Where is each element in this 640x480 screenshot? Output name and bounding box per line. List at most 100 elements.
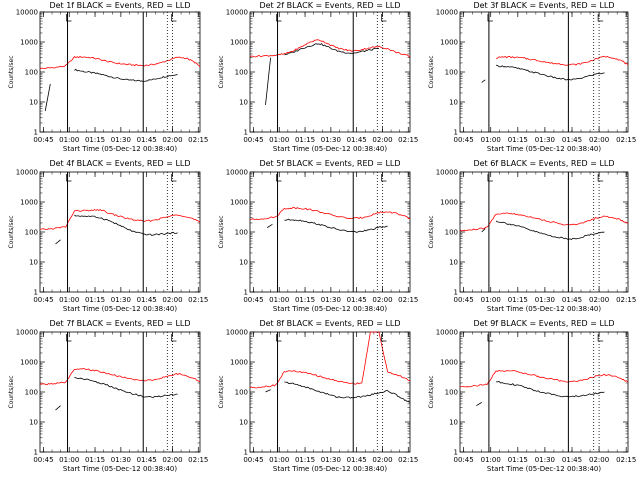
x-tick-label: 00:45	[33, 456, 53, 464]
x-tick-label: 01:15	[295, 136, 315, 144]
y-axis-label: Counts/sec	[218, 375, 225, 408]
series-line-lld	[496, 55, 629, 66]
x-axis-label: Start Time (05-Dec-12 00:38:40)	[487, 145, 601, 153]
panel-title: Det 8f BLACK = Events, RED = LLD	[259, 319, 400, 328]
x-tick-label: 01:30	[111, 456, 131, 464]
y-tick-label: 1000	[440, 359, 458, 367]
x-tick-label: 01:00	[59, 296, 79, 304]
y-tick-label: 1000	[230, 39, 248, 47]
x-tick-label: 01:00	[481, 296, 501, 304]
y-axis-label: Counts/sec	[218, 215, 225, 248]
y-tick-label: 10	[29, 259, 38, 267]
series-line-lld	[39, 209, 201, 231]
x-tick-label: 01:15	[508, 296, 528, 304]
x-tick-label: 01:30	[535, 296, 555, 304]
x-tick-label: 02:15	[188, 136, 208, 144]
x-axis-label: Start Time (05-Dec-12 00:38:40)	[487, 465, 601, 473]
early-events-trace	[265, 57, 271, 105]
y-axis-label: Counts/sec	[428, 55, 435, 88]
x-tick-label: 02:15	[398, 136, 418, 144]
x-tick-label: 01:00	[481, 136, 501, 144]
series-line-events	[74, 68, 178, 83]
y-tick-label: 10000	[436, 169, 458, 177]
end-flag-marker	[171, 174, 177, 182]
y-tick-label: 10000	[436, 9, 458, 17]
panel-title: Det 7f BLACK = Events, RED = LLD	[49, 319, 190, 328]
x-tick-label: 00:45	[454, 136, 474, 144]
start-flag-marker	[66, 174, 72, 182]
panel-7: Det 7f BLACK = Events, RED = LLD Counts/s…	[8, 319, 208, 473]
x-tick-label: 02:15	[188, 456, 208, 464]
plot-frame	[39, 171, 201, 293]
panel-6: Det 6f BLACK = Events, RED = LLD Counts/s…	[428, 159, 636, 313]
y-tick-label: 10	[449, 99, 458, 107]
plot-frame	[39, 11, 201, 133]
y-tick-label: 100	[235, 69, 248, 77]
early-events-trace	[55, 239, 61, 245]
y-tick-label: 10	[449, 259, 458, 267]
y-axis-label: Counts/sec	[428, 375, 435, 408]
x-tick-label: 01:30	[111, 136, 131, 144]
plot-frame	[249, 171, 411, 293]
x-axis-label: Start Time (05-Dec-12 00:38:40)	[63, 465, 177, 473]
x-tick-label: 01:30	[321, 136, 341, 144]
x-tick-label: 01:30	[321, 456, 341, 464]
series-line-lld	[459, 370, 629, 388]
y-tick-label: 1000	[230, 199, 248, 207]
panel-3: Det 3f BLACK = Events, RED = LLD Counts/s…	[428, 1, 636, 153]
x-tick-label: 01:15	[508, 136, 528, 144]
x-tick-label: 01:45	[347, 136, 367, 144]
start-flag-marker	[487, 334, 493, 342]
start-flag-marker	[276, 14, 282, 22]
x-tick-label: 00:45	[33, 296, 53, 304]
x-tick-label: 01:00	[59, 456, 79, 464]
y-tick-label: 100	[25, 69, 38, 77]
y-tick-label: 10	[449, 419, 458, 427]
panel-title: Det 6f BLACK = Events, RED = LLD	[473, 159, 614, 168]
x-tick-label: 01:15	[295, 456, 315, 464]
x-tick-label: 00:45	[33, 136, 53, 144]
early-events-trace	[266, 223, 273, 228]
panel-title: Det 4f BLACK = Events, RED = LLD	[49, 159, 190, 168]
x-tick-label: 00:45	[454, 456, 474, 464]
y-tick-label: 10000	[16, 329, 38, 337]
y-tick-label: 1000	[440, 39, 458, 47]
start-flag-marker	[276, 174, 282, 182]
y-tick-label: 1000	[20, 199, 38, 207]
x-tick-label: 00:45	[243, 456, 263, 464]
series-line-lld	[39, 55, 201, 70]
early-events-trace	[481, 79, 486, 83]
y-tick-label: 10000	[16, 9, 38, 17]
series-line-lld	[459, 212, 629, 232]
plot-frame	[249, 11, 411, 133]
plot-frame	[249, 331, 411, 453]
x-tick-label: 01:15	[85, 136, 105, 144]
y-tick-label: 10	[29, 419, 38, 427]
x-tick-label: 02:00	[372, 136, 392, 144]
x-tick-label: 01:45	[137, 296, 157, 304]
x-tick-label: 01:45	[347, 456, 367, 464]
x-tick-label: 00:45	[243, 136, 263, 144]
panel-8: Det 8f BLACK = Events, RED = LLD Counts/s…	[218, 319, 418, 473]
x-tick-label: 01:15	[85, 296, 105, 304]
x-tick-label: 01:00	[481, 456, 501, 464]
y-tick-label: 1000	[440, 199, 458, 207]
series-line-lld	[249, 39, 411, 58]
y-tick-label: 1	[34, 129, 38, 137]
end-flag-marker	[597, 14, 604, 22]
x-tick-label: 01:15	[508, 456, 528, 464]
series-line-lld	[249, 331, 411, 389]
y-tick-label: 10000	[226, 169, 248, 177]
early-events-trace	[481, 228, 486, 233]
y-tick-label: 100	[235, 229, 248, 237]
y-tick-label: 100	[445, 229, 458, 237]
panel-5: Det 5f BLACK = Events, RED = LLD Counts/s…	[218, 159, 418, 313]
x-axis-label: Start Time (05-Dec-12 00:38:40)	[273, 465, 387, 473]
x-tick-label: 02:00	[162, 456, 182, 464]
series-line-events	[74, 376, 178, 398]
y-axis-label: Counts/sec	[8, 375, 15, 408]
x-axis-label: Start Time (05-Dec-12 00:38:40)	[273, 145, 387, 153]
y-axis-label: Counts/sec	[8, 55, 15, 88]
x-tick-label: 01:15	[295, 296, 315, 304]
